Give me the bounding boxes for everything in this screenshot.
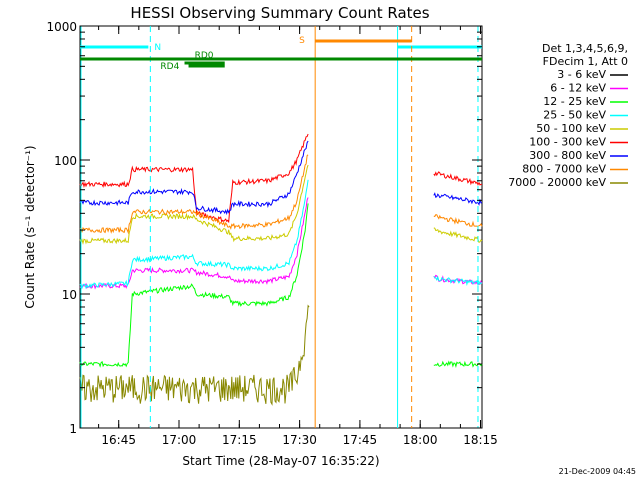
x-tick-label: 17:00 [162, 433, 197, 447]
legend-entry: 6 - 12 keV [550, 82, 606, 95]
x-tick-label: 17:30 [282, 433, 317, 447]
timestamp: 21-Dec-2009 04:45 [559, 467, 636, 476]
x-tick-label: 17:45 [343, 433, 378, 447]
x-tick-label: 18:00 [403, 433, 438, 447]
rd4-label: RD4 [160, 62, 179, 72]
legend-entry: 3 - 6 keV [557, 68, 606, 81]
night-label: N [154, 43, 161, 53]
legend-header: Det 1,3,4,5,6,9, [542, 42, 628, 55]
saa-label: S [299, 36, 305, 46]
series-line [79, 304, 310, 406]
y-tick-label: 1 [69, 422, 77, 436]
rd0-label: RD0 [195, 51, 214, 61]
legend-entry: 300 - 800 keV [529, 149, 606, 162]
y-tick-label: 10 [62, 288, 77, 302]
series-line [79, 140, 483, 216]
plot-frame [79, 25, 483, 429]
series-line [79, 164, 483, 245]
legend-entry: 25 - 50 keV [543, 109, 606, 122]
overlay-layer: N S RD0 RD4 [80, 26, 482, 428]
series-line [79, 179, 483, 290]
series-line [79, 154, 483, 235]
legend-entry: 100 - 300 keV [529, 136, 606, 149]
legend-entry: 800 - 7000 keV [522, 163, 606, 176]
legend-header: FDecim 1, Att 0 [543, 55, 628, 68]
legend-entry: 50 - 100 keV [536, 122, 606, 135]
x-axis-label: Start Time (28-May-07 16:35:22) [182, 454, 379, 468]
legend-entry: 7000 - 20000 keV [508, 176, 606, 189]
axis-layer: 16:45 17:00 17:15 17:30 17:45 18:00 18:15 1 10 10… [46, 20, 497, 447]
legend-entry: 12 - 25 keV [543, 95, 606, 108]
series-layer [79, 133, 483, 406]
x-tick-label: 16:45 [101, 433, 136, 447]
chart-title: HESSI Observing Summary Count Rates [130, 4, 429, 22]
y-tick-label: 100 [54, 154, 77, 168]
y-tick-label: 1000 [46, 20, 77, 34]
series-line [79, 203, 483, 368]
series-line [79, 133, 483, 224]
legend: Det 1,3,4,5,6,9,FDecim 1, Att 03 - 6 keV… [508, 42, 628, 189]
x-tick-label: 17:15 [222, 433, 257, 447]
y-axis-label: Count Rate (s⁻¹ detector⁻¹) [23, 145, 37, 308]
series-line [79, 197, 483, 290]
x-tick-label: 18:15 [463, 433, 498, 447]
